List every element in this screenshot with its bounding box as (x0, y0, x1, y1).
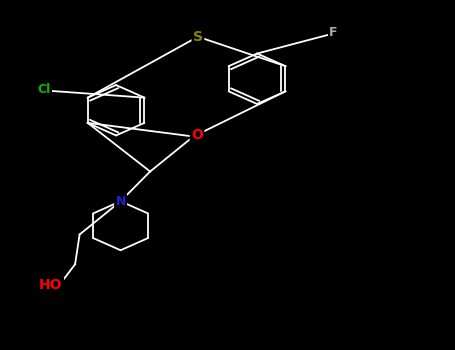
Text: HO: HO (39, 278, 63, 292)
Text: O: O (191, 128, 203, 142)
Text: F: F (329, 26, 338, 39)
Text: S: S (193, 30, 203, 44)
Text: N: N (116, 195, 126, 208)
Text: Cl: Cl (37, 83, 51, 96)
